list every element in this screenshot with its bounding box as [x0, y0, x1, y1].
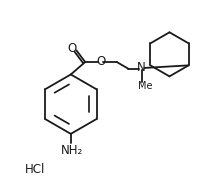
Text: O: O — [68, 42, 77, 55]
Text: Me: Me — [138, 81, 152, 91]
Text: O: O — [96, 55, 105, 68]
Text: NH₂: NH₂ — [61, 144, 83, 157]
Text: HCl: HCl — [25, 163, 45, 176]
Text: N: N — [137, 61, 146, 74]
